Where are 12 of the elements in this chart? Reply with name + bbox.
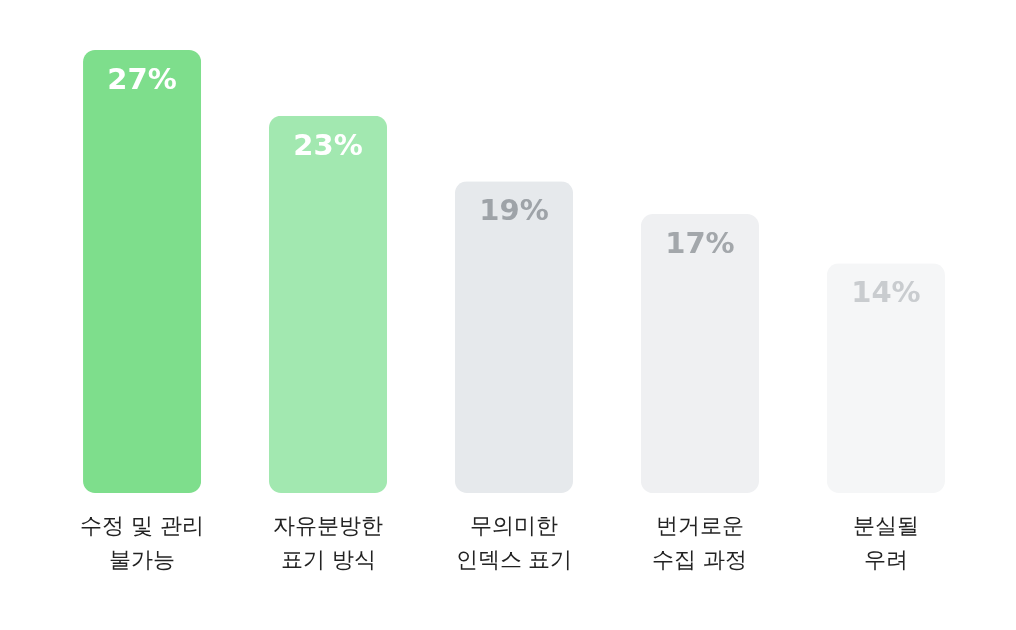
data-label: 19%: [479, 193, 549, 228]
x-tick-label: 무의미한 인덱스 표기: [455, 512, 573, 572]
data-label: 17%: [665, 226, 735, 261]
x-tick-label: 자유분방한 표기 방식: [273, 512, 384, 572]
bar: [268, 115, 388, 493]
data-label: 27%: [107, 62, 177, 96]
x-tick-label: 분실될 우려: [852, 512, 919, 572]
bar: [83, 50, 202, 493]
data-label: 23%: [293, 127, 363, 162]
x-tick-label: 번거로운 수집 과정: [652, 512, 748, 572]
x-tick-label: 수정 및 관리 불가능: [80, 512, 205, 572]
bar: [454, 181, 574, 493]
